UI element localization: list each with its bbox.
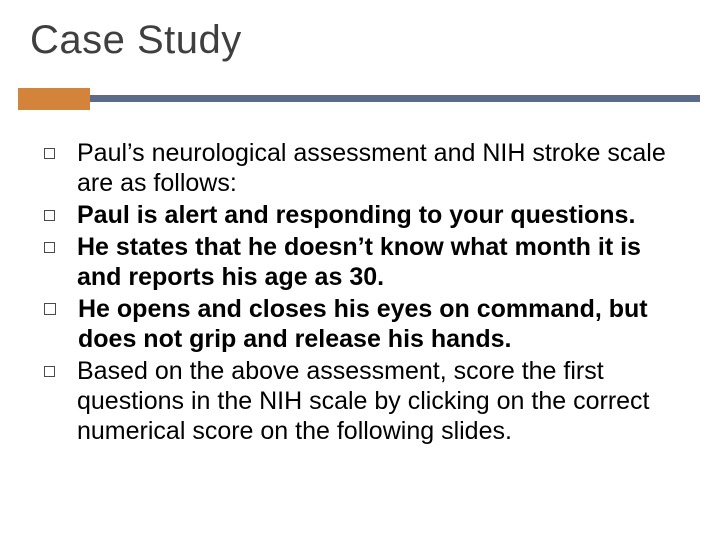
list-item-text: Paul is alert and responding to your que…: [77, 200, 635, 230]
bullet-icon: [44, 242, 55, 253]
bullet-icon: [44, 148, 55, 159]
bullet-icon: [44, 303, 56, 315]
list-item-text: Paul’s neurological assessment and NIH s…: [77, 138, 684, 198]
divider-accent: [18, 88, 90, 110]
list-item-text: He opens and closes his eyes on command,…: [78, 294, 684, 354]
list-item-text: Based on the above assessment, score the…: [77, 356, 684, 446]
slide: Case Study Paul’s neurological assessmen…: [0, 0, 720, 540]
list-item: Based on the above assessment, score the…: [44, 356, 684, 446]
list-item: He states that he doesn’t know what mont…: [44, 232, 684, 292]
list-item: He opens and closes his eyes on command,…: [44, 294, 684, 354]
slide-title: Case Study: [30, 18, 242, 63]
list-item: Paul’s neurological assessment and NIH s…: [44, 138, 684, 198]
divider-bar: [90, 95, 700, 102]
bullet-icon: [44, 210, 55, 221]
divider: [0, 88, 720, 110]
bullet-icon: [44, 366, 55, 377]
list-item: Paul is alert and responding to your que…: [44, 200, 684, 230]
body-content: Paul’s neurological assessment and NIH s…: [44, 138, 684, 448]
list-item-text: He states that he doesn’t know what mont…: [77, 232, 684, 292]
